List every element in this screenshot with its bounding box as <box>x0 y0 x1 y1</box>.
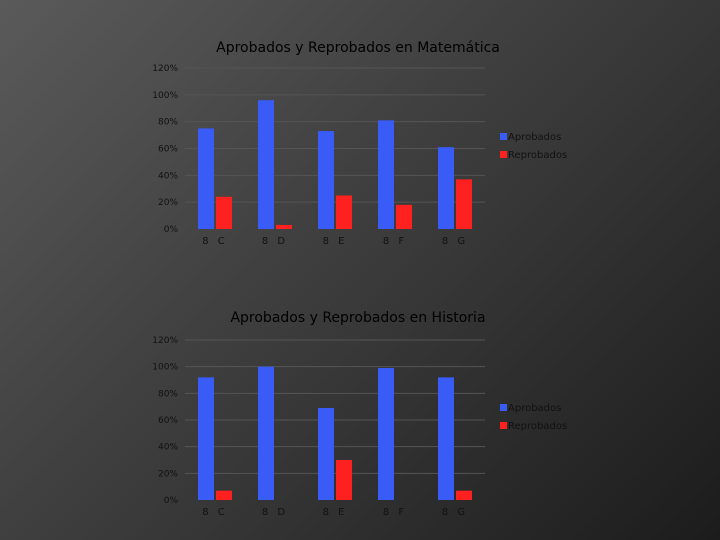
bar-aprobados-8e <box>318 131 334 229</box>
y-tick-label: 80% <box>158 389 178 399</box>
bar-reprobados-8e <box>336 460 352 500</box>
x-tick-label: 8 F <box>383 236 407 247</box>
y-tick-label: 120% <box>152 64 178 74</box>
bar-aprobados-8c <box>198 377 214 500</box>
x-tick-label: 8 G <box>442 236 468 247</box>
x-tick-label: 8 E <box>323 507 348 518</box>
bar-aprobados-8g <box>438 377 454 500</box>
y-axis: 0% 20% 40% 60% 80% 100% 120% <box>152 336 178 506</box>
y-tick-label: 60% <box>158 145 178 155</box>
bar-aprobados-8f <box>378 368 394 500</box>
bars <box>198 100 472 229</box>
x-axis: 8 C 8 D 8 E 8 F 8 G <box>202 236 468 247</box>
bar-aprobados-8c <box>198 128 214 229</box>
legend: Aprobados Reprobados <box>500 132 567 161</box>
x-tick-label: 8 C <box>202 236 228 247</box>
legend: Aprobados Reprobados <box>500 403 567 432</box>
bars <box>198 366 472 500</box>
x-tick-label: 8 E <box>323 236 348 247</box>
y-tick-label: 80% <box>158 118 178 128</box>
bar-reprobados-8c <box>216 490 232 500</box>
y-tick-label: 20% <box>158 469 178 479</box>
bar-reprobados-8c <box>216 196 232 229</box>
chart-title: Aprobados y Reprobados en Matemática <box>216 40 500 56</box>
bar-aprobados-8e <box>318 408 334 500</box>
y-tick-label: 0% <box>164 225 179 235</box>
legend-swatch-aprobados <box>500 404 507 411</box>
bar-reprobados-8e <box>336 195 352 229</box>
bar-aprobados-8g <box>438 147 454 229</box>
bar-reprobados-8g <box>456 490 472 500</box>
y-tick-label: 100% <box>152 363 178 373</box>
y-tick-label: 100% <box>152 91 178 101</box>
chart-historia: Aprobados y Reprobados en Historia 0% 20%… <box>152 310 567 518</box>
bar-aprobados-8d <box>258 366 274 500</box>
y-tick-label: 20% <box>158 198 178 208</box>
chart-title: Aprobados y Reprobados en Historia <box>230 310 485 326</box>
legend-swatch-reprobados <box>500 422 507 429</box>
chart-matematica: Aprobados y Reprobados en Matemática 0% 2… <box>152 40 567 247</box>
y-tick-label: 40% <box>158 443 178 453</box>
y-tick-label: 60% <box>158 416 178 426</box>
y-tick-label: 120% <box>152 336 178 346</box>
y-tick-label: 0% <box>164 496 179 506</box>
bar-aprobados-8d <box>258 100 274 229</box>
x-tick-label: 8 D <box>262 236 288 247</box>
gridlines <box>185 67 485 203</box>
x-tick-label: 8 D <box>262 507 288 518</box>
legend-label-reprobados: Reprobados <box>508 150 567 161</box>
y-axis: 0% 20% 40% 60% 80% 100% 120% <box>152 64 178 235</box>
legend-swatch-reprobados <box>500 151 507 158</box>
y-tick-label: 40% <box>158 171 178 181</box>
x-axis: 8 C 8 D 8 E 8 F 8 G <box>202 507 468 518</box>
legend-label-aprobados: Aprobados <box>508 403 561 414</box>
bar-reprobados-8d <box>276 224 292 229</box>
bar-reprobados-8g <box>456 179 472 229</box>
legend-label-aprobados: Aprobados <box>508 132 561 143</box>
bar-reprobados-8f <box>396 204 412 229</box>
legend-swatch-aprobados <box>500 133 507 140</box>
x-tick-label: 8 F <box>383 507 407 518</box>
legend-label-reprobados: Reprobados <box>508 421 567 432</box>
gridlines <box>185 339 485 474</box>
x-tick-label: 8 G <box>442 507 468 518</box>
x-tick-label: 8 C <box>202 507 228 518</box>
bar-aprobados-8f <box>378 120 394 229</box>
